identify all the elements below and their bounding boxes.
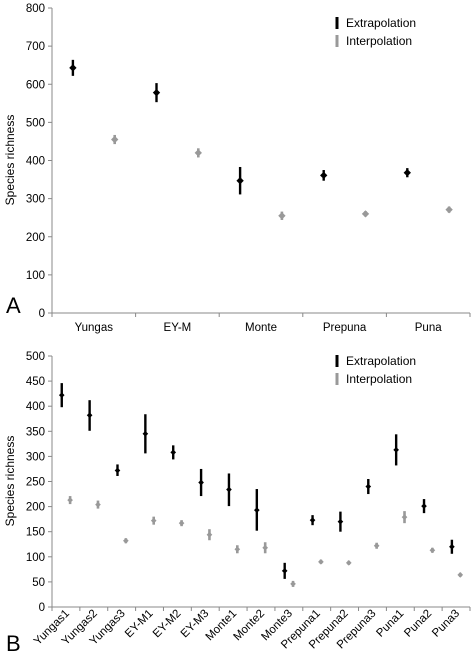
y-tick-label: 150 — [26, 527, 45, 539]
data-point — [69, 64, 77, 72]
data-point — [194, 149, 202, 157]
chart-panel-b: 050100150200250300350400450500Yungas1Yun… — [3, 351, 471, 656]
y-tick-label: 200 — [26, 502, 45, 514]
panel-label: B — [6, 631, 21, 656]
data-point — [421, 503, 427, 509]
x-category-label: EY-M2 — [151, 608, 184, 641]
y-tick-label: 500 — [26, 117, 45, 129]
data-point — [320, 171, 328, 180]
data-point — [281, 568, 288, 574]
data-point — [449, 543, 455, 550]
y-tick-label: 300 — [26, 451, 45, 463]
x-category-label: EY-M1 — [123, 608, 156, 641]
data-point — [142, 430, 149, 437]
y-tick-label: 600 — [26, 79, 45, 91]
data-point — [429, 547, 436, 554]
data-point — [198, 479, 204, 486]
data-point — [361, 210, 370, 218]
legend-label: Extrapolation — [346, 16, 416, 30]
legend-label: Extrapolation — [346, 354, 416, 368]
data-point — [337, 518, 344, 525]
y-tick-label: 800 — [26, 3, 45, 15]
y-tick-label: 300 — [26, 194, 45, 206]
y-axis-title: Species richness — [3, 115, 17, 206]
y-axis-title: Species richness — [3, 436, 17, 527]
data-point — [86, 412, 93, 419]
legend-label: Interpolation — [346, 372, 412, 386]
y-tick-label: 0 — [39, 308, 45, 320]
data-point — [150, 517, 157, 524]
data-point — [67, 497, 73, 503]
data-point — [318, 558, 324, 565]
x-category-label: Puna1 — [374, 608, 406, 640]
y-tick-label: 0 — [39, 602, 45, 614]
x-category-label: Puna — [415, 322, 442, 334]
x-category-label: Puna3 — [430, 608, 462, 640]
data-point — [445, 206, 453, 214]
data-point — [114, 467, 121, 474]
data-point — [457, 572, 464, 578]
chart-panel-a: 0 100 200 300 400 500 600 700 800 Yungas EY-M Monte… — [3, 3, 471, 334]
y-tick-label: 450 — [26, 376, 45, 388]
data-point — [58, 392, 65, 398]
data-point — [393, 447, 399, 453]
x-category-label: Monte — [245, 322, 277, 334]
y-tick-label: 250 — [26, 477, 45, 489]
data-point — [111, 135, 119, 144]
x-category-label: Prepuna — [323, 322, 367, 334]
data-point — [365, 483, 372, 490]
data-point — [290, 581, 296, 587]
data-point — [345, 559, 352, 566]
data-point — [206, 531, 213, 538]
data-point — [178, 520, 185, 526]
y-tick-label: 700 — [26, 41, 45, 53]
data-point — [95, 501, 101, 508]
data-point — [152, 88, 161, 97]
data-point — [401, 514, 408, 520]
y-tick-label: 350 — [26, 426, 45, 438]
x-category-label: Yungas — [75, 322, 114, 334]
y-tick-label: 50 — [32, 577, 45, 589]
y-tick-label: 400 — [26, 401, 45, 413]
x-category-label: EY-M — [164, 322, 192, 334]
data-point — [226, 486, 232, 493]
y-tick-label: 100 — [26, 552, 45, 564]
data-point — [234, 546, 241, 553]
data-point — [278, 212, 286, 220]
y-tick-label: 400 — [26, 156, 45, 168]
data-point — [170, 449, 177, 456]
data-point — [373, 542, 380, 549]
y-tick-label: 500 — [26, 351, 45, 363]
legend-label: Interpolation — [346, 34, 412, 48]
data-point — [253, 507, 260, 513]
y-tick-label: 100 — [26, 270, 45, 282]
data-point — [262, 544, 269, 551]
data-point — [236, 177, 244, 185]
data-point — [123, 537, 129, 544]
x-category-label: Puna2 — [402, 608, 434, 640]
y-tick-label: 200 — [26, 232, 45, 244]
panel-label: A — [6, 293, 21, 318]
data-point — [403, 169, 411, 177]
data-point — [309, 517, 316, 523]
